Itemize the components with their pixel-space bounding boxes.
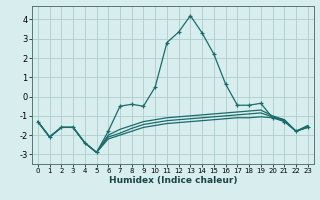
X-axis label: Humidex (Indice chaleur): Humidex (Indice chaleur) — [108, 176, 237, 185]
